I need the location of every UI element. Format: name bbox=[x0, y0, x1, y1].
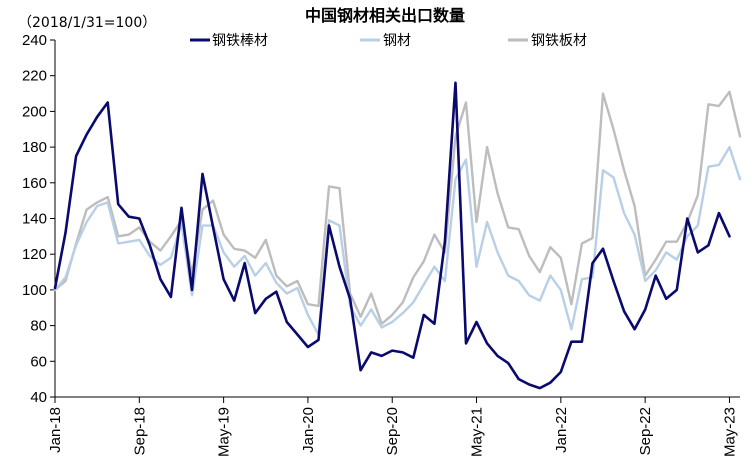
y-tick-label: 100 bbox=[22, 282, 47, 299]
y-tick-label: 120 bbox=[22, 246, 47, 263]
y-tick-label: 60 bbox=[30, 353, 47, 370]
chart-title: 中国钢材相关出口数量 bbox=[305, 6, 465, 25]
legend-label-steel: 钢材 bbox=[383, 33, 411, 49]
x-tick-label: Sep-18 bbox=[131, 407, 148, 455]
y-tick-label: 40 bbox=[30, 389, 47, 406]
y-tick-label: 80 bbox=[30, 318, 47, 335]
chart-subtitle: （2018/1/31=100） bbox=[18, 15, 156, 31]
series-line-0 bbox=[53, 81, 731, 390]
x-tick-label: May-19 bbox=[216, 407, 233, 457]
y-tick-label: 240 bbox=[22, 32, 47, 49]
series-layer bbox=[53, 81, 742, 390]
series-line-1 bbox=[53, 145, 742, 336]
y-tick-label: 180 bbox=[22, 139, 47, 156]
x-tick-label: Sep-22 bbox=[637, 407, 654, 455]
x-tick-label: Jan-18 bbox=[47, 407, 64, 453]
y-tick-label: 220 bbox=[22, 68, 47, 85]
y-tick-label: 200 bbox=[22, 103, 47, 120]
x-tick-label: Sep-20 bbox=[384, 407, 401, 455]
legend-label-plate: 钢铁板材 bbox=[531, 33, 587, 49]
y-tick-label: 140 bbox=[22, 211, 47, 228]
y-tick-label: 160 bbox=[22, 175, 47, 192]
legend: 钢铁棒材 钢材 钢铁板材 bbox=[190, 33, 587, 49]
x-axis: Jan-18 Sep-18 May-19 Jan-20 Sep-20 May-21 Jan-… bbox=[47, 396, 740, 457]
legend-label-rod: 钢铁棒材 bbox=[212, 33, 268, 49]
x-tick-label: Jan-20 bbox=[300, 407, 317, 453]
series-line-2 bbox=[53, 90, 742, 325]
x-tick-label: May-21 bbox=[469, 407, 486, 457]
y-axis: 40 60 80 100 120 140 160 180 200 220 240 bbox=[22, 32, 56, 406]
x-tick-label: May-23 bbox=[721, 407, 738, 457]
x-tick-label: Jan-22 bbox=[553, 407, 570, 453]
